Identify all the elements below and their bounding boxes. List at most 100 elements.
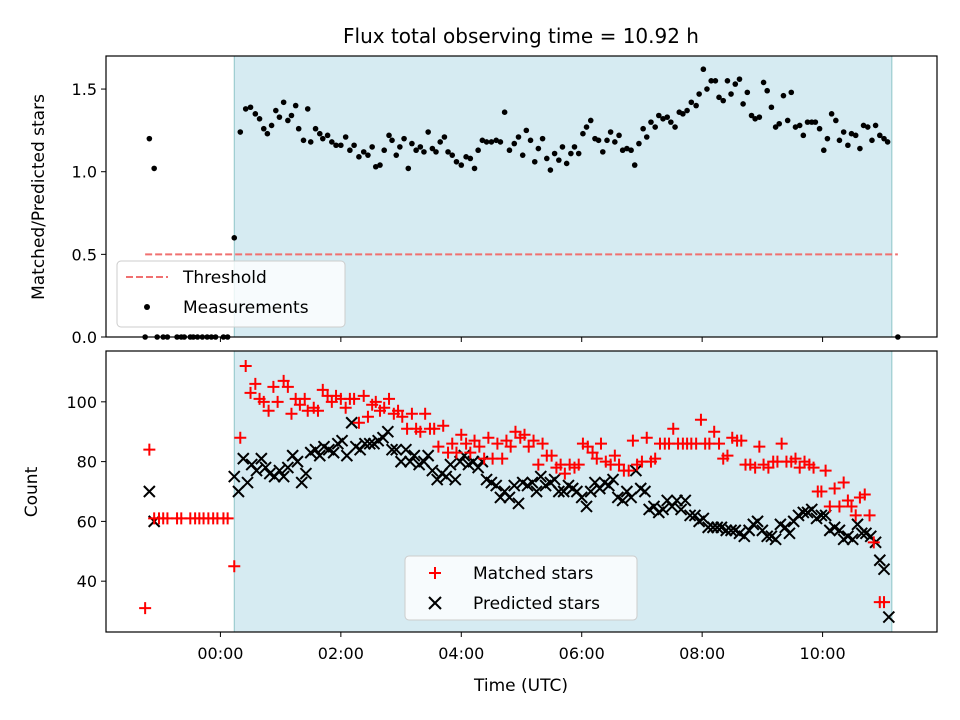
matched-stars-point bbox=[234, 431, 247, 444]
measurement-point bbox=[575, 150, 582, 157]
predicted-stars-point bbox=[313, 449, 326, 462]
predicted-stars-point bbox=[394, 455, 408, 468]
measurement-point bbox=[276, 114, 283, 120]
matched-stars-point bbox=[545, 449, 558, 462]
predicted-stars-point bbox=[471, 461, 485, 474]
measurement-point bbox=[356, 154, 362, 160]
predicted-stars-point bbox=[710, 521, 724, 534]
matched-stars-point bbox=[285, 407, 298, 420]
matched-stars-point bbox=[749, 461, 762, 474]
predicted-stars-point bbox=[440, 470, 453, 483]
measurement-point bbox=[559, 144, 566, 150]
predicted-stars-point bbox=[426, 464, 439, 477]
predicted-stars-point bbox=[399, 443, 413, 456]
predicted-stars-point bbox=[873, 554, 887, 567]
predicted-stars-point bbox=[228, 470, 241, 483]
measurement-point bbox=[664, 114, 671, 120]
measurement-point bbox=[441, 134, 448, 140]
measurement-point bbox=[764, 87, 770, 94]
predicted-stars-point bbox=[584, 485, 597, 498]
measurement-point bbox=[604, 137, 610, 144]
measurement-point bbox=[351, 142, 357, 149]
predicted-stars-point bbox=[580, 500, 593, 513]
measurement-point bbox=[515, 134, 522, 140]
measurement-point bbox=[804, 119, 811, 125]
y-tick-label: 40 bbox=[77, 572, 97, 591]
predicted-stars-point bbox=[281, 461, 295, 474]
measurement-point bbox=[587, 117, 594, 124]
measurement-point bbox=[628, 147, 634, 154]
matched-stars-point bbox=[257, 395, 270, 408]
matched-stars-point bbox=[713, 437, 726, 450]
measurement-point bbox=[595, 137, 602, 144]
predicted-stars-point bbox=[335, 434, 349, 447]
predicted-stars-point bbox=[494, 491, 507, 504]
predicted-stars-point bbox=[277, 470, 290, 483]
measurement-point bbox=[571, 144, 578, 150]
measurement-point bbox=[280, 99, 287, 106]
predicted-stars-point bbox=[291, 455, 304, 468]
x-tick-label: 02:00 bbox=[318, 644, 364, 663]
matched-stars-point bbox=[845, 500, 858, 513]
measurement-point bbox=[316, 130, 323, 137]
top-legend: Threshold Measurements bbox=[116, 260, 346, 328]
measurement-point bbox=[648, 119, 654, 125]
predicted-stars-point bbox=[751, 515, 764, 528]
measurement-point bbox=[342, 134, 349, 140]
predicted-stars-point bbox=[421, 449, 435, 462]
measurement-point bbox=[324, 132, 331, 139]
measurement-point bbox=[760, 79, 767, 86]
matched-stars-point bbox=[460, 437, 473, 450]
measurement-point bbox=[386, 132, 392, 139]
predicted-stars-point bbox=[779, 521, 792, 534]
measurement-point bbox=[531, 158, 538, 165]
measurement-point bbox=[784, 117, 791, 124]
measurement-point bbox=[365, 152, 371, 158]
matched-stars-point bbox=[482, 431, 495, 444]
measurement-point bbox=[268, 122, 275, 129]
measurement-point bbox=[501, 109, 508, 115]
measurements-legend-label: Measurements bbox=[183, 298, 309, 318]
measurement-point bbox=[449, 152, 456, 158]
measurement-point bbox=[772, 124, 779, 130]
measurement-point bbox=[497, 139, 504, 145]
predicted-stars-point bbox=[638, 485, 652, 498]
predicted-stars-point bbox=[760, 530, 774, 543]
matched-stars-point bbox=[464, 446, 477, 459]
measurement-point bbox=[612, 139, 618, 145]
matched-legend-swatch bbox=[429, 567, 441, 579]
x-tick-label: 00:00 bbox=[197, 644, 243, 663]
plot-frame bbox=[105, 55, 938, 338]
predicted-stars-point bbox=[526, 476, 539, 489]
measurement-point bbox=[397, 144, 403, 150]
measurement-point bbox=[660, 116, 666, 122]
measurement-point bbox=[640, 125, 646, 132]
measurement-point bbox=[864, 124, 871, 130]
predicted-stars-point bbox=[616, 494, 629, 507]
matched-stars-point bbox=[807, 461, 820, 474]
matched-stars-point bbox=[221, 512, 234, 525]
predicted-stars-point bbox=[385, 443, 399, 456]
matched-stars-point bbox=[496, 452, 509, 465]
matched-stars-point bbox=[357, 389, 370, 402]
measurement-point bbox=[377, 162, 383, 168]
predicted-legend-label: Predicted stars bbox=[473, 594, 600, 614]
measurement-point bbox=[857, 145, 863, 152]
predicted-stars-point bbox=[683, 509, 697, 522]
measurement-point bbox=[409, 140, 415, 147]
predicted-stars-point bbox=[724, 524, 738, 537]
predicted-stars-point bbox=[606, 473, 620, 486]
measurement-point bbox=[471, 165, 478, 172]
measurement-point bbox=[672, 124, 678, 130]
measurement-point bbox=[288, 112, 295, 119]
matched-stars-point bbox=[789, 452, 802, 465]
measurement-point bbox=[824, 135, 831, 142]
measurement-point bbox=[285, 117, 291, 124]
predicted-stars-point bbox=[805, 503, 818, 516]
predicted-stars-point bbox=[769, 533, 782, 546]
predicted-stars-point bbox=[846, 533, 859, 546]
measurement-point bbox=[333, 142, 339, 149]
matched-stars-point bbox=[721, 449, 734, 462]
matched-stars-point bbox=[396, 410, 409, 423]
